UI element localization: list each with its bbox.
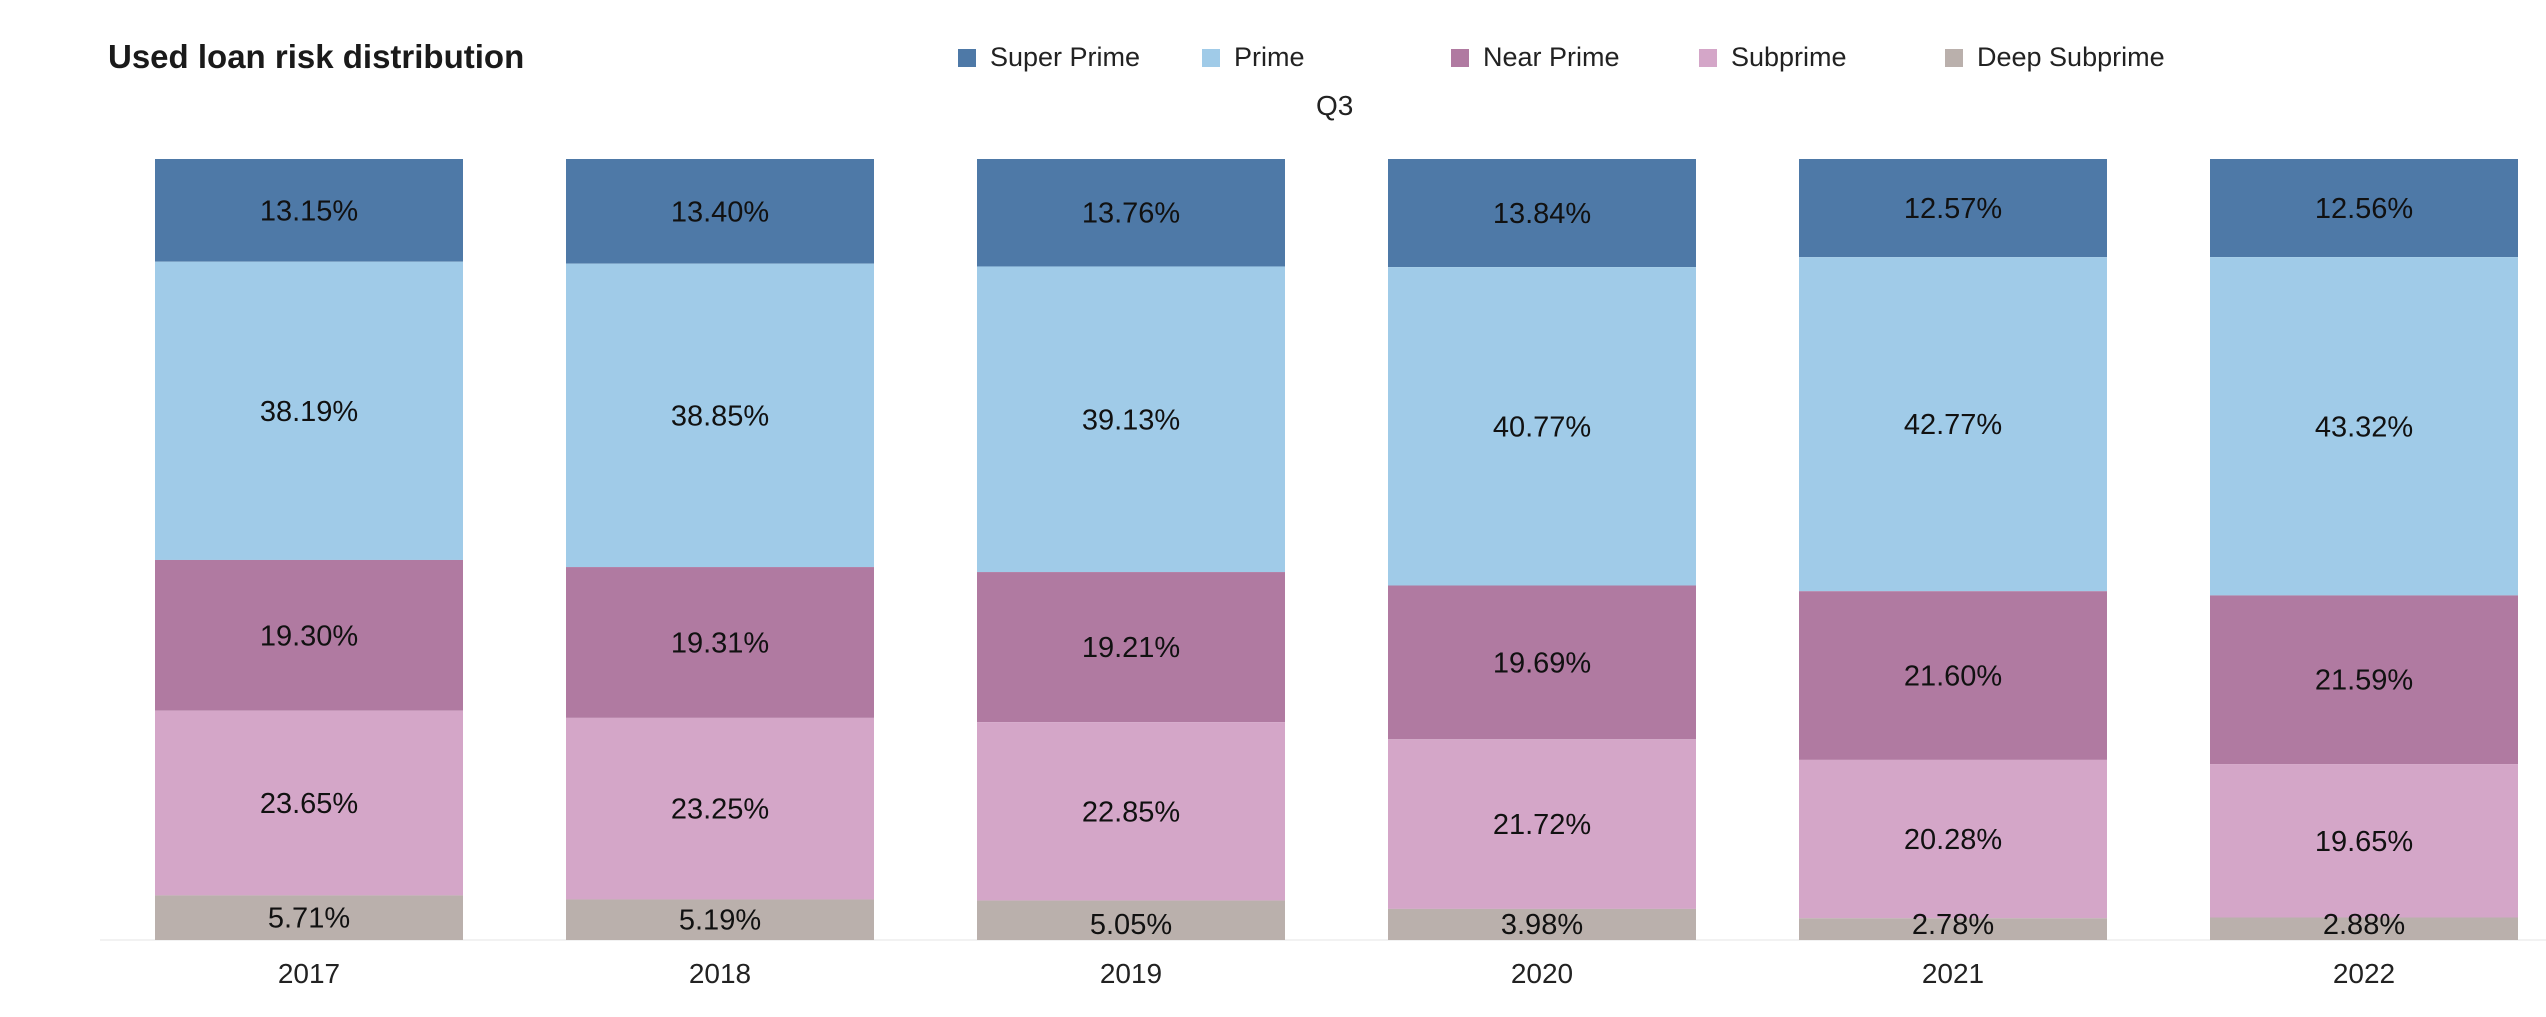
bar-segment-deep-subprime-2022[interactable] <box>2210 917 2518 940</box>
bar-segment-near-prime-2021[interactable] <box>1799 591 2107 760</box>
data-label-near-prime-2021: 21.60% <box>1904 661 2002 693</box>
bar-segment-super-prime-2021[interactable] <box>1799 159 2107 258</box>
data-label-near-prime-2020: 19.69% <box>1493 647 1591 679</box>
data-label-super-prime-2021: 12.57% <box>1904 193 2002 225</box>
bar-segment-deep-subprime-2017[interactable] <box>155 895 463 940</box>
data-label-super-prime-2017: 13.15% <box>260 195 358 227</box>
x-tick-label-2022: 2022 <box>2333 958 2395 989</box>
legend-swatch-deep-subprime <box>1945 48 1963 67</box>
bar-segment-subprime-2018[interactable] <box>566 717 874 900</box>
data-label-near-prime-2022: 21.59% <box>2315 665 2413 697</box>
legend-item-subprime[interactable]: Subprime <box>1699 42 1847 73</box>
x-tick-label-2019: 2019 <box>1100 958 1162 989</box>
data-label-super-prime-2018: 13.40% <box>671 196 769 228</box>
bar-segment-near-prime-2017[interactable] <box>155 559 463 711</box>
x-tick-label-2018: 2018 <box>689 958 751 989</box>
bar-segment-deep-subprime-2018[interactable] <box>566 899 874 940</box>
bar-segment-prime-2022[interactable] <box>2210 257 2518 596</box>
bar-segment-near-prime-2020[interactable] <box>1388 585 1696 740</box>
data-label-prime-2018: 38.85% <box>671 400 769 432</box>
data-label-subprime-2020: 21.72% <box>1493 809 1591 841</box>
chart-title: Used loan risk distribution <box>108 38 525 75</box>
data-label-subprime-2018: 23.25% <box>671 794 769 826</box>
bar-segment-prime-2019[interactable] <box>977 266 1285 573</box>
x-tick-label-2020: 2020 <box>1511 958 1573 989</box>
bar-segment-deep-subprime-2021[interactable] <box>1799 918 2107 940</box>
data-label-near-prime-2018: 19.31% <box>671 627 769 659</box>
legend-item-prime[interactable]: Prime <box>1202 42 1305 73</box>
bar-segment-deep-subprime-2020[interactable] <box>1388 908 1696 940</box>
bar-segment-subprime-2021[interactable] <box>1799 759 2107 919</box>
data-label-near-prime-2017: 19.30% <box>260 620 358 652</box>
bar-segment-near-prime-2019[interactable] <box>977 572 1285 723</box>
legend-swatch-subprime <box>1699 48 1717 67</box>
legend-item-deep-subprime[interactable]: Deep Subprime <box>1945 42 2165 73</box>
legend: Super Prime Prime Near Prime Subprime De… <box>0 42 2546 82</box>
bar-segment-near-prime-2022[interactable] <box>2210 595 2518 765</box>
data-label-near-prime-2019: 19.21% <box>1082 632 1180 664</box>
data-label-prime-2019: 39.13% <box>1082 404 1180 436</box>
data-label-deep-subprime-2022: 2.88% <box>2323 909 2405 941</box>
bar-segment-subprime-2019[interactable] <box>977 722 1285 901</box>
data-label-super-prime-2022: 12.56% <box>2315 193 2413 225</box>
data-label-subprime-2017: 23.65% <box>260 788 358 820</box>
legend-label-near-prime: Near Prime <box>1483 42 1620 72</box>
data-label-deep-subprime-2017: 5.71% <box>268 903 350 935</box>
data-label-prime-2017: 38.19% <box>260 396 358 428</box>
x-tick-label-2021: 2021 <box>1922 958 1984 989</box>
data-label-deep-subprime-2018: 5.19% <box>679 905 761 937</box>
bar-segment-super-prime-2022[interactable] <box>2210 159 2518 258</box>
bar-segment-subprime-2017[interactable] <box>155 710 463 896</box>
bar-segment-super-prime-2018[interactable] <box>566 159 874 264</box>
x-tick-label-2017: 2017 <box>278 958 340 989</box>
data-label-super-prime-2020: 13.84% <box>1493 198 1591 230</box>
data-label-prime-2021: 42.77% <box>1904 409 2002 441</box>
bar-segment-super-prime-2017[interactable] <box>155 159 463 262</box>
legend-swatch-near-prime <box>1451 48 1469 67</box>
data-label-deep-subprime-2021: 2.78% <box>1912 909 1994 941</box>
legend-label-deep-subprime: Deep Subprime <box>1977 42 2165 72</box>
bar-segment-prime-2021[interactable] <box>1799 257 2107 592</box>
bar-segment-prime-2020[interactable] <box>1388 267 1696 586</box>
data-label-deep-subprime-2020: 3.98% <box>1501 909 1583 941</box>
bar-segment-super-prime-2019[interactable] <box>977 159 1285 267</box>
legend-swatch-super-prime <box>958 48 976 67</box>
legend-label-super-prime: Super Prime <box>990 42 1141 72</box>
legend-item-super-prime[interactable]: Super Prime <box>958 42 1140 73</box>
bar-segment-super-prime-2020[interactable] <box>1388 159 1696 268</box>
bar-segment-subprime-2020[interactable] <box>1388 739 1696 909</box>
legend-item-near-prime[interactable]: Near Prime <box>1451 42 1620 73</box>
bar-segment-deep-subprime-2019[interactable] <box>977 900 1285 940</box>
data-label-prime-2022: 43.32% <box>2315 411 2413 443</box>
data-label-subprime-2022: 19.65% <box>2315 826 2413 858</box>
bar-segment-prime-2017[interactable] <box>155 261 463 560</box>
legend-label-subprime: Subprime <box>1731 42 1847 72</box>
bar-segment-prime-2018[interactable] <box>566 263 874 568</box>
legend-label-prime: Prime <box>1234 42 1305 72</box>
bar-segment-subprime-2022[interactable] <box>2210 764 2518 918</box>
data-label-super-prime-2019: 13.76% <box>1082 198 1180 230</box>
data-label-prime-2020: 40.77% <box>1493 411 1591 443</box>
chart-subtitle: Q3 <box>1316 90 1354 121</box>
bar-segment-near-prime-2018[interactable] <box>566 567 874 718</box>
data-label-deep-subprime-2019: 5.05% <box>1090 909 1172 941</box>
data-label-subprime-2019: 22.85% <box>1082 796 1180 828</box>
data-label-subprime-2021: 20.28% <box>1904 824 2002 856</box>
legend-swatch-prime <box>1202 48 1220 67</box>
